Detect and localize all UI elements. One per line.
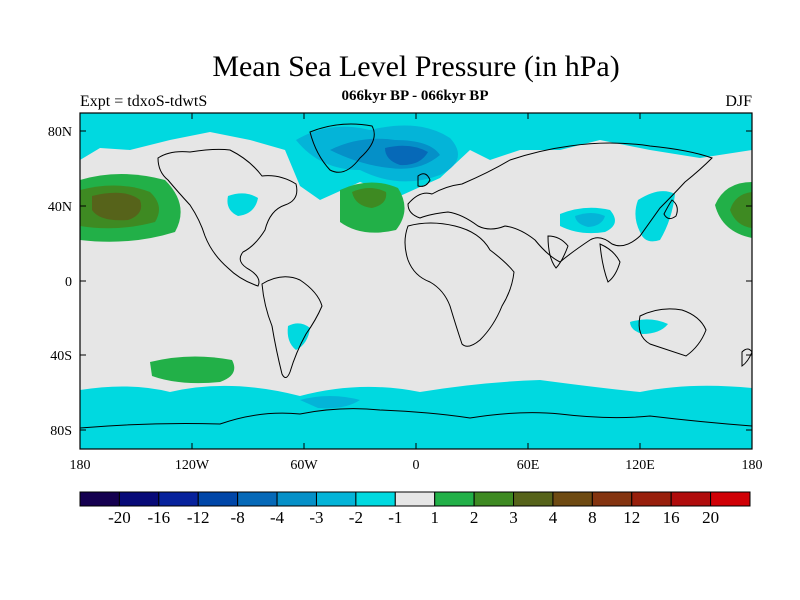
west-atlantic-patch xyxy=(227,193,258,216)
colorbar-swatch xyxy=(631,491,672,507)
colorbar-swatch xyxy=(473,491,515,507)
colorbar-swatch xyxy=(276,491,317,507)
antarctica-coast xyxy=(80,408,752,429)
south-america-coast xyxy=(261,276,323,378)
plot-subtitle: 066kyr BP - 066kyr BP xyxy=(341,88,489,104)
colorbar-label: 8 xyxy=(588,508,597,527)
lon-tick-label: 60E xyxy=(517,458,540,473)
colorbar-label: 16 xyxy=(663,508,680,527)
north-pacific-high-west-center xyxy=(92,192,142,221)
central-asia-low-core xyxy=(575,213,605,227)
colorbar-label: -2 xyxy=(349,508,363,527)
colorbar-label: -16 xyxy=(147,508,170,527)
colorbar-swatch xyxy=(197,491,239,507)
colorbar-swatch xyxy=(315,491,357,507)
pressure-contours xyxy=(80,113,752,449)
colorbar-label: 1 xyxy=(430,508,439,527)
lon-tick-label: 60W xyxy=(290,458,318,473)
lon-tick-label: 0 xyxy=(413,458,420,473)
colorbar-swatch xyxy=(118,491,160,507)
south-america-patch xyxy=(287,323,310,350)
colorbar-swatch xyxy=(79,491,120,507)
north-pacific-high-east-core xyxy=(730,192,752,228)
lon-tick-label: 180 xyxy=(70,458,91,473)
southern-ocean-low-patch xyxy=(300,396,360,409)
colorbar-swatch xyxy=(394,491,436,507)
lat-tick-label: 40N xyxy=(48,200,72,215)
colorbar-swatch xyxy=(552,491,593,507)
africa-coast xyxy=(404,222,515,347)
colorbar-swatch xyxy=(355,491,396,507)
lon-tick-label: 120E xyxy=(625,458,655,473)
colorbar-swatch xyxy=(591,491,633,507)
colorbar-label: 3 xyxy=(509,508,518,527)
colorbar-label: -4 xyxy=(270,508,285,527)
australia-coast xyxy=(638,308,707,357)
colorbar-swatch xyxy=(670,491,712,507)
map-axes: 180 120W 60W 0 60E 120E 180 80N 40N 0 40S 80S xyxy=(48,113,763,473)
coastlines xyxy=(80,123,752,429)
greenland-coast xyxy=(309,123,375,173)
plot-title: Mean Sea Level Pressure (in hPa) xyxy=(212,50,620,83)
colorbar-label: -12 xyxy=(187,508,210,527)
colorbar-swatch xyxy=(158,491,199,507)
lat-tick-label: 80S xyxy=(50,424,72,439)
lat-tick-label: 40S xyxy=(50,349,72,364)
north-atlantic-low-center xyxy=(385,145,428,166)
southeast-asia-coast xyxy=(599,243,621,283)
colorbar-label: 2 xyxy=(470,508,479,527)
colorbar-label: -1 xyxy=(388,508,402,527)
season-label: DJF xyxy=(725,93,752,110)
colorbar-label: 20 xyxy=(702,508,719,527)
colorbar: -20 -16 -12 -8 -4 -3 -2 -1 1 2 3 4 8 12 16 20 xyxy=(79,491,751,527)
north-atlantic-high-core xyxy=(352,188,387,208)
north-america-coast xyxy=(157,148,298,287)
uk-coast xyxy=(417,173,431,187)
southern-ocean-negative xyxy=(80,380,752,449)
lon-tick-label: 180 xyxy=(742,458,763,473)
colorbar-label: -20 xyxy=(108,508,131,527)
lat-tick-label: 80N xyxy=(48,125,72,140)
lat-tick-label: 0 xyxy=(65,275,72,290)
colorbar-label: 4 xyxy=(549,508,558,527)
japan-coast xyxy=(663,199,678,220)
lon-tick-label: 120W xyxy=(175,458,210,473)
colorbar-label: 12 xyxy=(623,508,640,527)
south-pacific-high xyxy=(150,356,235,384)
colorbar-label: -3 xyxy=(309,508,323,527)
colorbar-swatch xyxy=(434,491,475,507)
experiment-label: Expt = tdxoS-tdwtS xyxy=(80,93,208,110)
india-coast xyxy=(547,235,569,269)
colorbar-label: -8 xyxy=(231,508,245,527)
colorbar-swatch xyxy=(513,491,554,507)
europe-coast xyxy=(407,142,713,263)
colorbar-swatch xyxy=(237,491,278,507)
colorbar-swatch xyxy=(710,491,751,507)
